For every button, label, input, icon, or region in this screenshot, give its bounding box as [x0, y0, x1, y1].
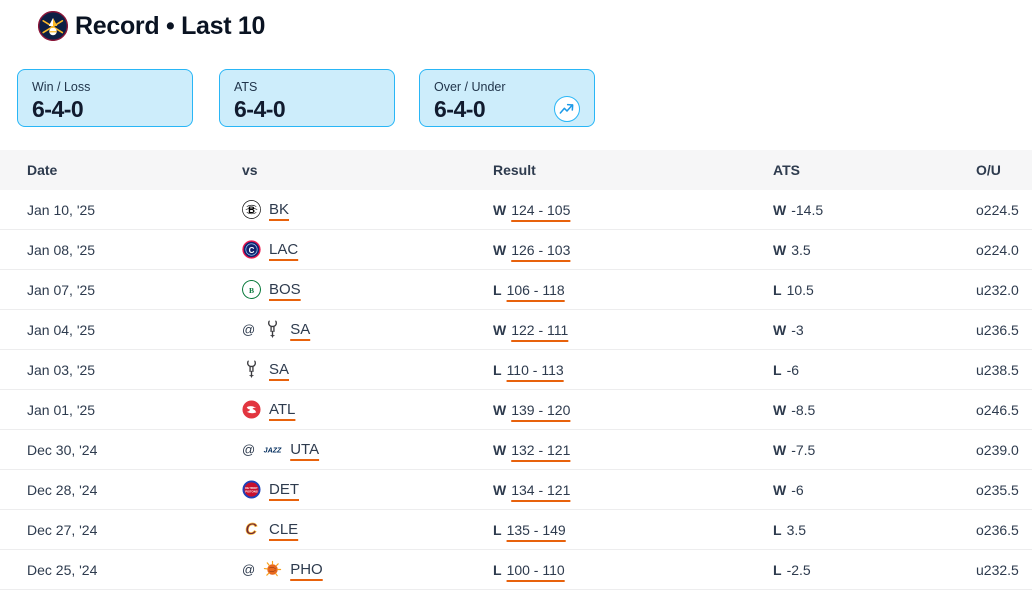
svg-text:B: B: [248, 205, 255, 216]
svg-text:PISTONS: PISTONS: [245, 489, 258, 493]
svg-text:C: C: [249, 246, 255, 255]
svg-text:C: C: [245, 520, 257, 538]
svg-text:B: B: [249, 286, 254, 295]
svg-text:JAZZ: JAZZ: [264, 446, 282, 454]
